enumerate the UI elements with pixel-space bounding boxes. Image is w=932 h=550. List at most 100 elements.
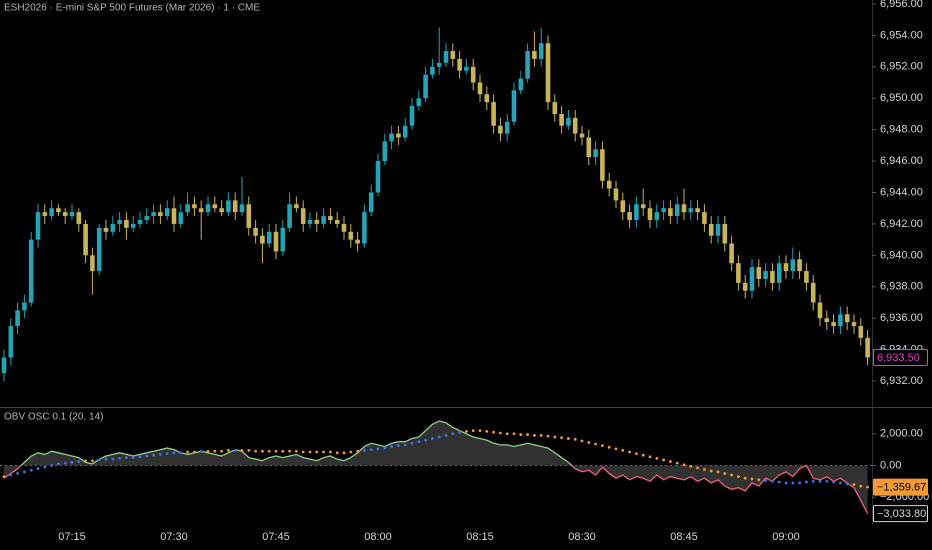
x-tick-label: 08:00 — [364, 531, 392, 543]
signal-dot — [329, 450, 332, 454]
signal-dot — [519, 433, 523, 436]
signal-dot — [580, 439, 584, 443]
signal-dot — [199, 449, 203, 453]
signal-dot — [315, 450, 319, 454]
signal-dot — [737, 475, 740, 479]
signal-dot — [505, 432, 509, 436]
candle-body — [171, 208, 177, 224]
x-tick-label: 08:45 — [670, 531, 698, 543]
candle-body — [334, 220, 340, 224]
candle-body — [763, 271, 768, 279]
signal-dot — [641, 453, 645, 457]
candle-body — [654, 212, 660, 220]
signal-dot — [689, 464, 693, 468]
candle-body — [62, 212, 68, 217]
candle-body — [287, 204, 292, 228]
signal-dot — [308, 450, 312, 454]
candle-body — [756, 267, 762, 279]
signal-dot — [635, 452, 638, 456]
price-tag — [873, 505, 928, 523]
signal-dot — [342, 451, 346, 455]
y-tick-label: 6,946.00 — [880, 155, 923, 167]
candle-body — [212, 204, 218, 209]
candle-body — [613, 188, 619, 201]
signal-dot — [131, 456, 135, 459]
candle-body — [409, 106, 415, 126]
candle-body — [158, 212, 163, 217]
signal-dot — [553, 435, 557, 439]
candle-body — [436, 62, 442, 67]
candle-body — [518, 78, 524, 91]
candle-body — [56, 208, 61, 213]
candle-body — [661, 208, 666, 213]
candle-body — [15, 310, 20, 327]
candle-body — [572, 117, 578, 134]
signal-dot — [437, 435, 441, 439]
signal-dot — [220, 449, 224, 453]
candle-body — [511, 90, 517, 122]
candle-body — [470, 66, 476, 83]
candle-body — [300, 208, 306, 224]
candle-body — [103, 227, 109, 232]
signal-dot — [383, 446, 387, 450]
signal-dot — [424, 438, 427, 442]
y-tick-label: 6,936.00 — [880, 312, 923, 324]
signal-dot — [451, 432, 455, 436]
signal-dot — [165, 452, 169, 456]
signal-dot — [621, 449, 625, 452]
candle-body — [382, 141, 388, 162]
candle-body — [600, 149, 605, 181]
signal-dot — [104, 457, 108, 461]
candle-body — [280, 227, 286, 252]
x-tick-label: 09:00 — [772, 531, 800, 543]
signal-dot — [764, 479, 767, 482]
signal-dot — [281, 449, 285, 453]
signal-dot — [417, 440, 421, 444]
signal-dot — [485, 430, 489, 433]
signal-dot — [533, 433, 536, 437]
candle-body — [321, 216, 326, 224]
signal-dot — [247, 449, 251, 452]
y-tick-label: 6,944.00 — [880, 186, 923, 198]
signal-dot — [845, 482, 849, 486]
candle-body — [314, 220, 320, 224]
signal-dot — [254, 449, 257, 453]
candle-body — [348, 231, 354, 240]
candle-body — [232, 200, 238, 213]
candle-body — [198, 208, 204, 213]
signal-dot — [111, 457, 115, 461]
y-tick-label: 6,956.00 — [880, 0, 923, 10]
signal-dot — [587, 441, 591, 444]
candle-body — [294, 204, 299, 209]
price-tag-label: −3,033.80 — [877, 508, 926, 520]
signal-dot — [675, 461, 679, 465]
candle-body — [844, 314, 850, 323]
candle-body — [647, 208, 653, 220]
signal-dot — [478, 429, 482, 433]
candle-body — [688, 208, 694, 213]
candle-body — [695, 208, 700, 213]
signal-dot — [172, 451, 176, 455]
candle-body — [416, 98, 422, 107]
candle-body — [76, 212, 82, 224]
candle-body — [205, 204, 211, 213]
x-tick-label: 07:45 — [262, 531, 290, 543]
price-tag-label: 6,933.50 — [877, 352, 920, 364]
signal-dot — [240, 449, 244, 452]
candle-body — [702, 212, 707, 224]
signal-dot — [771, 479, 774, 483]
signal-dot — [716, 470, 720, 474]
signal-dot — [403, 443, 407, 447]
candle-body — [817, 302, 823, 319]
candle-body — [423, 74, 428, 99]
candle-body — [552, 102, 558, 114]
candle-body — [368, 192, 374, 213]
signal-dot — [798, 481, 801, 485]
candle-body — [824, 318, 830, 323]
candle-body — [593, 149, 598, 158]
x-tick-label: 08:15 — [466, 531, 494, 543]
signal-dot — [465, 430, 468, 433]
x-tick-label: 08:30 — [568, 531, 596, 543]
candle-body — [640, 204, 646, 209]
